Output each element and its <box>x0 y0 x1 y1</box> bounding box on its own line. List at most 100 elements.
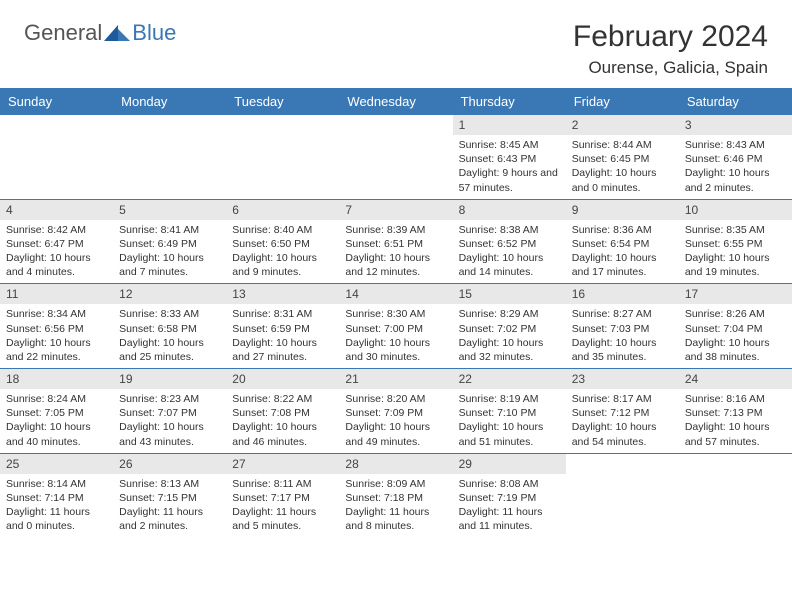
day-number: 17 <box>679 284 792 304</box>
calendar-cell: 16Sunrise: 8:27 AMSunset: 7:03 PMDayligh… <box>566 284 679 369</box>
calendar-cell: 14Sunrise: 8:30 AMSunset: 7:00 PMDayligh… <box>339 284 452 369</box>
calendar-week-row: 25Sunrise: 8:14 AMSunset: 7:14 PMDayligh… <box>0 453 792 537</box>
month-title: February 2024 <box>573 20 768 54</box>
brand-logo: General Blue <box>24 20 176 46</box>
calendar-cell: 17Sunrise: 8:26 AMSunset: 7:04 PMDayligh… <box>679 284 792 369</box>
day-details: Sunrise: 8:33 AMSunset: 6:58 PMDaylight:… <box>113 304 226 368</box>
day-details: Sunrise: 8:36 AMSunset: 6:54 PMDaylight:… <box>566 220 679 284</box>
calendar-cell: 7Sunrise: 8:39 AMSunset: 6:51 PMDaylight… <box>339 199 452 284</box>
day-details: Sunrise: 8:08 AMSunset: 7:19 PMDaylight:… <box>453 474 566 538</box>
calendar-cell: 12Sunrise: 8:33 AMSunset: 6:58 PMDayligh… <box>113 284 226 369</box>
day-number: 11 <box>0 284 113 304</box>
calendar-cell <box>339 115 452 199</box>
day-number: 18 <box>0 369 113 389</box>
day-details: Sunrise: 8:31 AMSunset: 6:59 PMDaylight:… <box>226 304 339 368</box>
day-details: Sunrise: 8:23 AMSunset: 7:07 PMDaylight:… <box>113 389 226 453</box>
day-details: Sunrise: 8:20 AMSunset: 7:09 PMDaylight:… <box>339 389 452 453</box>
day-details: Sunrise: 8:29 AMSunset: 7:02 PMDaylight:… <box>453 304 566 368</box>
page-header: General Blue February 2024 Ourense, Gali… <box>0 0 792 88</box>
calendar-cell: 27Sunrise: 8:11 AMSunset: 7:17 PMDayligh… <box>226 453 339 537</box>
day-details: Sunrise: 8:43 AMSunset: 6:46 PMDaylight:… <box>679 135 792 199</box>
location-text: Ourense, Galicia, Spain <box>573 58 768 78</box>
day-number: 19 <box>113 369 226 389</box>
day-details: Sunrise: 8:39 AMSunset: 6:51 PMDaylight:… <box>339 220 452 284</box>
calendar-cell: 20Sunrise: 8:22 AMSunset: 7:08 PMDayligh… <box>226 369 339 454</box>
calendar-cell: 21Sunrise: 8:20 AMSunset: 7:09 PMDayligh… <box>339 369 452 454</box>
calendar-cell <box>226 115 339 199</box>
day-number: 10 <box>679 200 792 220</box>
calendar-table: Sunday Monday Tuesday Wednesday Thursday… <box>0 88 792 537</box>
brand-triangle-icon <box>104 23 130 43</box>
day-number: 20 <box>226 369 339 389</box>
day-details: Sunrise: 8:30 AMSunset: 7:00 PMDaylight:… <box>339 304 452 368</box>
day-number: 16 <box>566 284 679 304</box>
title-block: February 2024 Ourense, Galicia, Spain <box>573 20 768 78</box>
day-number: 24 <box>679 369 792 389</box>
day-details: Sunrise: 8:16 AMSunset: 7:13 PMDaylight:… <box>679 389 792 453</box>
calendar-cell: 2Sunrise: 8:44 AMSunset: 6:45 PMDaylight… <box>566 115 679 199</box>
day-number: 5 <box>113 200 226 220</box>
day-details: Sunrise: 8:40 AMSunset: 6:50 PMDaylight:… <box>226 220 339 284</box>
day-details: Sunrise: 8:34 AMSunset: 6:56 PMDaylight:… <box>0 304 113 368</box>
day-number: 21 <box>339 369 452 389</box>
calendar-cell: 25Sunrise: 8:14 AMSunset: 7:14 PMDayligh… <box>0 453 113 537</box>
weekday-header: Thursday <box>453 88 566 115</box>
calendar-cell: 8Sunrise: 8:38 AMSunset: 6:52 PMDaylight… <box>453 199 566 284</box>
calendar-cell: 28Sunrise: 8:09 AMSunset: 7:18 PMDayligh… <box>339 453 452 537</box>
day-number: 23 <box>566 369 679 389</box>
day-number: 6 <box>226 200 339 220</box>
day-number: 2 <box>566 115 679 135</box>
day-number: 14 <box>339 284 452 304</box>
calendar-cell: 5Sunrise: 8:41 AMSunset: 6:49 PMDaylight… <box>113 199 226 284</box>
weekday-header: Saturday <box>679 88 792 115</box>
calendar-cell <box>0 115 113 199</box>
calendar-week-row: 11Sunrise: 8:34 AMSunset: 6:56 PMDayligh… <box>0 284 792 369</box>
calendar-cell: 15Sunrise: 8:29 AMSunset: 7:02 PMDayligh… <box>453 284 566 369</box>
day-number: 7 <box>339 200 452 220</box>
day-details: Sunrise: 8:17 AMSunset: 7:12 PMDaylight:… <box>566 389 679 453</box>
calendar-cell: 29Sunrise: 8:08 AMSunset: 7:19 PMDayligh… <box>453 453 566 537</box>
day-details: Sunrise: 8:35 AMSunset: 6:55 PMDaylight:… <box>679 220 792 284</box>
calendar-cell: 23Sunrise: 8:17 AMSunset: 7:12 PMDayligh… <box>566 369 679 454</box>
day-details: Sunrise: 8:11 AMSunset: 7:17 PMDaylight:… <box>226 474 339 538</box>
weekday-header: Monday <box>113 88 226 115</box>
day-details: Sunrise: 8:19 AMSunset: 7:10 PMDaylight:… <box>453 389 566 453</box>
day-details: Sunrise: 8:24 AMSunset: 7:05 PMDaylight:… <box>0 389 113 453</box>
calendar-cell: 4Sunrise: 8:42 AMSunset: 6:47 PMDaylight… <box>0 199 113 284</box>
day-number: 22 <box>453 369 566 389</box>
day-number: 27 <box>226 454 339 474</box>
day-details: Sunrise: 8:22 AMSunset: 7:08 PMDaylight:… <box>226 389 339 453</box>
brand-text-2: Blue <box>132 20 176 46</box>
day-details: Sunrise: 8:13 AMSunset: 7:15 PMDaylight:… <box>113 474 226 538</box>
day-number: 9 <box>566 200 679 220</box>
calendar-cell <box>113 115 226 199</box>
calendar-cell: 3Sunrise: 8:43 AMSunset: 6:46 PMDaylight… <box>679 115 792 199</box>
day-details: Sunrise: 8:38 AMSunset: 6:52 PMDaylight:… <box>453 220 566 284</box>
day-details: Sunrise: 8:09 AMSunset: 7:18 PMDaylight:… <box>339 474 452 538</box>
calendar-body: 1Sunrise: 8:45 AMSunset: 6:43 PMDaylight… <box>0 115 792 537</box>
day-number: 29 <box>453 454 566 474</box>
day-number: 4 <box>0 200 113 220</box>
calendar-cell: 26Sunrise: 8:13 AMSunset: 7:15 PMDayligh… <box>113 453 226 537</box>
calendar-cell: 9Sunrise: 8:36 AMSunset: 6:54 PMDaylight… <box>566 199 679 284</box>
weekday-header: Tuesday <box>226 88 339 115</box>
day-details: Sunrise: 8:42 AMSunset: 6:47 PMDaylight:… <box>0 220 113 284</box>
weekday-header: Wednesday <box>339 88 452 115</box>
weekday-header: Friday <box>566 88 679 115</box>
brand-text-1: General <box>24 20 102 46</box>
day-details: Sunrise: 8:44 AMSunset: 6:45 PMDaylight:… <box>566 135 679 199</box>
day-number: 28 <box>339 454 452 474</box>
day-number: 1 <box>453 115 566 135</box>
day-number: 25 <box>0 454 113 474</box>
calendar-cell: 6Sunrise: 8:40 AMSunset: 6:50 PMDaylight… <box>226 199 339 284</box>
calendar-cell: 18Sunrise: 8:24 AMSunset: 7:05 PMDayligh… <box>0 369 113 454</box>
weekday-header-row: Sunday Monday Tuesday Wednesday Thursday… <box>0 88 792 115</box>
day-number: 13 <box>226 284 339 304</box>
calendar-cell: 1Sunrise: 8:45 AMSunset: 6:43 PMDaylight… <box>453 115 566 199</box>
calendar-week-row: 1Sunrise: 8:45 AMSunset: 6:43 PMDaylight… <box>0 115 792 199</box>
day-number: 15 <box>453 284 566 304</box>
day-number: 3 <box>679 115 792 135</box>
calendar-cell: 22Sunrise: 8:19 AMSunset: 7:10 PMDayligh… <box>453 369 566 454</box>
calendar-cell: 19Sunrise: 8:23 AMSunset: 7:07 PMDayligh… <box>113 369 226 454</box>
calendar-cell <box>566 453 679 537</box>
